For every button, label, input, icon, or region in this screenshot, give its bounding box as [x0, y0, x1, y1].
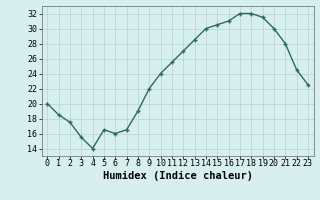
- X-axis label: Humidex (Indice chaleur): Humidex (Indice chaleur): [103, 171, 252, 181]
